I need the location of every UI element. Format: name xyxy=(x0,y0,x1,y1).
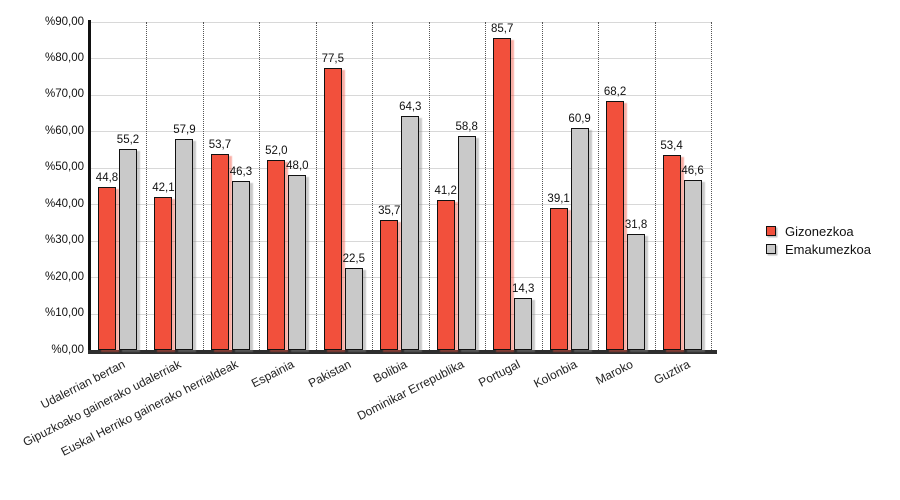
y-tick-label: %20,00 xyxy=(44,270,84,283)
value-label-gizonezkoa: 44,8 xyxy=(95,171,119,184)
category-separator xyxy=(654,22,656,350)
gridline xyxy=(91,204,711,206)
category-separator xyxy=(372,22,374,350)
bar-gizonezkoa xyxy=(323,67,342,350)
y-tick-label: %80,00 xyxy=(44,51,84,64)
gridline xyxy=(91,22,711,23)
bar-emakumezkoa xyxy=(175,138,194,350)
value-label-emakumezkoa: 57,9 xyxy=(173,123,196,136)
category-separator xyxy=(259,22,261,350)
category-separator xyxy=(485,22,487,350)
value-label-gizonezkoa: 41,2 xyxy=(434,184,457,197)
bar-emakumezkoa xyxy=(683,180,702,350)
gridline xyxy=(91,277,711,279)
value-label-emakumezkoa: 22,5 xyxy=(342,253,365,265)
value-label-emakumezkoa: 64,3 xyxy=(399,100,422,113)
bar-emakumezkoa xyxy=(231,181,250,350)
category-separator xyxy=(315,22,317,350)
y-tick-label: %30,00 xyxy=(44,234,84,247)
bar-gizonezkoa xyxy=(210,154,229,350)
value-label-gizonezkoa: 35,7 xyxy=(378,204,401,217)
value-label-gizonezkoa: 39,1 xyxy=(547,192,570,205)
y-tick-label: %60,00 xyxy=(44,124,84,137)
legend-swatch-emakumezkoa xyxy=(766,244,776,254)
y-tick-label: %50,00 xyxy=(44,161,84,174)
value-label-emakumezkoa: 58,8 xyxy=(455,120,478,133)
legend-swatch-gizonezkoa xyxy=(766,226,776,236)
y-tick-label: %90,00 xyxy=(44,15,84,28)
y-tick-label: %40,00 xyxy=(44,197,84,210)
category-separator xyxy=(428,22,430,350)
bar-gizonezkoa xyxy=(436,199,455,350)
value-label-emakumezkoa: 55,2 xyxy=(116,133,140,146)
legend-item-emakumezkoa: Emakumezkoa xyxy=(766,240,871,258)
bar-emakumezkoa xyxy=(514,297,533,350)
value-label-emakumezkoa: 31,8 xyxy=(624,219,648,232)
bar-gizonezkoa xyxy=(267,160,286,350)
value-label-emakumezkoa: 46,3 xyxy=(229,166,253,179)
value-label-gizonezkoa: 42,1 xyxy=(152,181,175,194)
bar-emakumezkoa xyxy=(288,175,307,350)
legend: Gizonezkoa Emakumezkoa xyxy=(766,222,871,258)
bar-emakumezkoa xyxy=(401,115,420,350)
value-label-gizonezkoa: 53,7 xyxy=(208,139,232,152)
legend-label-emakumezkoa: Emakumezkoa xyxy=(785,241,871,257)
bar-gizonezkoa xyxy=(154,196,173,350)
gridline xyxy=(91,167,711,169)
value-label-emakumezkoa: 46,6 xyxy=(681,165,704,178)
x-axis-line xyxy=(88,350,717,354)
gridline xyxy=(91,313,711,315)
y-tick-label: %70,00 xyxy=(44,88,84,101)
bar-emakumezkoa xyxy=(119,148,137,350)
gridline xyxy=(91,58,711,60)
bar-gizonezkoa xyxy=(98,186,116,350)
category-separator xyxy=(711,22,712,350)
y-tick-label: %0,00 xyxy=(51,343,84,356)
value-label-gizonezkoa: 68,2 xyxy=(603,86,627,99)
category-separator xyxy=(202,22,204,350)
category-separator xyxy=(541,22,543,350)
y-tick-label: %10,00 xyxy=(44,307,84,320)
gridline xyxy=(91,131,711,133)
value-label-emakumezkoa: 14,3 xyxy=(511,282,535,295)
value-label-gizonezkoa: 85,7 xyxy=(490,22,514,35)
value-label-gizonezkoa: 52,0 xyxy=(265,145,288,158)
bar-gizonezkoa xyxy=(606,101,625,350)
category-separator xyxy=(598,22,600,350)
category-separator xyxy=(146,22,148,350)
gridline xyxy=(91,240,711,242)
value-label-gizonezkoa: 53,4 xyxy=(660,140,683,153)
bar-gizonezkoa xyxy=(380,219,399,350)
bar-emakumezkoa xyxy=(627,234,646,350)
bar-emakumezkoa xyxy=(344,268,363,350)
bar-emakumezkoa xyxy=(457,135,476,350)
legend-item-gizonezkoa: Gizonezkoa xyxy=(766,222,871,240)
value-label-gizonezkoa: 77,5 xyxy=(321,52,344,65)
gridline xyxy=(91,94,711,96)
bar-emakumezkoa xyxy=(570,128,589,350)
legend-label-gizonezkoa: Gizonezkoa xyxy=(785,223,854,239)
bar-gizonezkoa xyxy=(493,37,512,350)
y-axis-line xyxy=(88,20,91,354)
bar-gizonezkoa xyxy=(549,207,568,350)
value-label-emakumezkoa: 60,9 xyxy=(568,113,591,126)
value-label-emakumezkoa: 48,0 xyxy=(286,160,309,173)
bar-gizonezkoa xyxy=(662,155,681,350)
